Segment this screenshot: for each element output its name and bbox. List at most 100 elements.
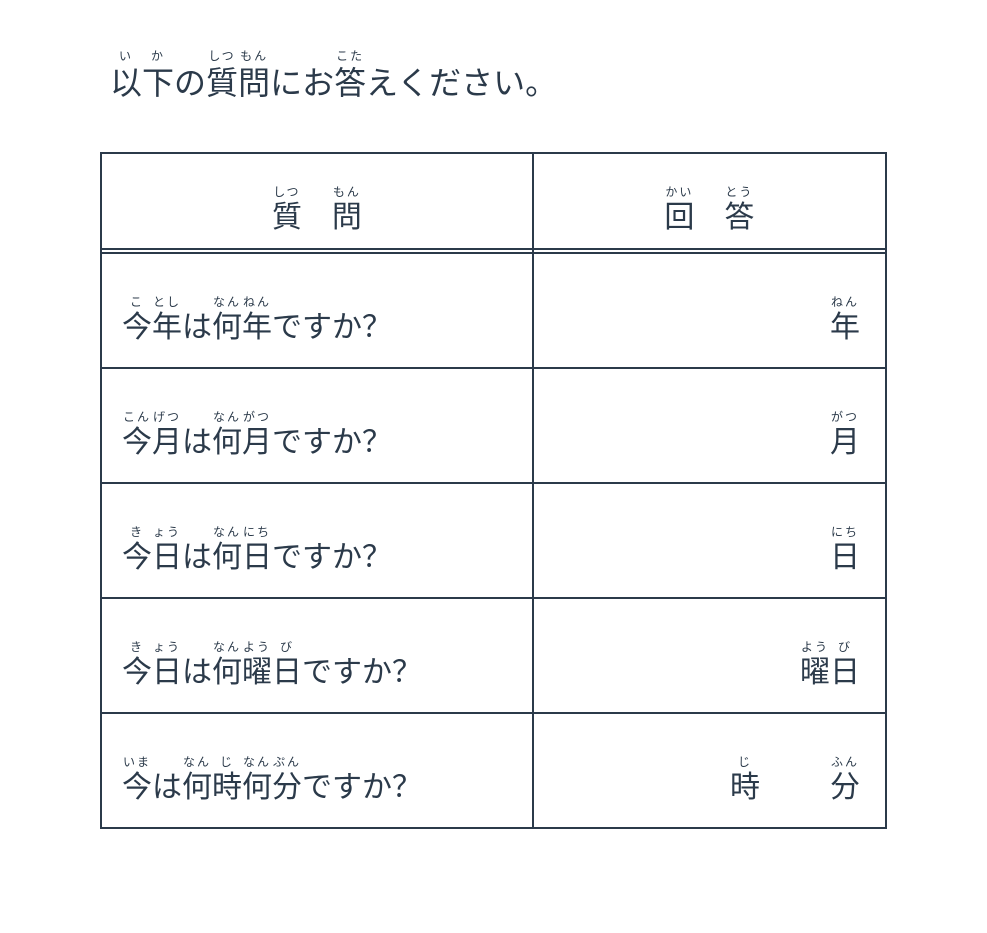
ruby-char: なん何 bbox=[212, 296, 242, 346]
text-plain: ですか？ bbox=[302, 770, 422, 806]
ruby-base: 日 bbox=[272, 655, 302, 691]
ruby-char: がつ月 bbox=[242, 411, 272, 461]
text-plain: ですか？ bbox=[272, 540, 392, 576]
ruby-reading: ふん bbox=[830, 756, 860, 768]
answer-cell[interactable]: よう曜び日 bbox=[533, 598, 886, 713]
ruby-reading: にち bbox=[830, 526, 860, 538]
ruby-reading: き bbox=[122, 526, 152, 538]
ruby-char: ょう日 bbox=[152, 641, 182, 691]
table-row: こ今とし年はなん何ねん年ですか？ねん年 bbox=[101, 253, 886, 368]
question-cell: いま今はなん何じ時なん何ぷん分ですか？ bbox=[101, 713, 533, 828]
ruby-reading: にち bbox=[242, 526, 272, 538]
ruby-base: 以 bbox=[110, 64, 142, 102]
ruby-char: かい回 bbox=[664, 186, 694, 236]
ruby-base: 分 bbox=[272, 770, 302, 806]
ruby-base: 質 bbox=[206, 64, 238, 102]
question-cell: き今ょう日はなん何よう曜び日ですか？ bbox=[101, 598, 533, 713]
ruby-base: 時 bbox=[212, 770, 242, 806]
text-plain: ですか？ bbox=[272, 310, 392, 346]
ruby-char: こた答 bbox=[334, 50, 366, 102]
ruby-base: 答 bbox=[334, 64, 366, 102]
ruby-char: なん何 bbox=[242, 756, 272, 806]
ruby-base: 何 bbox=[212, 655, 242, 691]
ruby-reading: なん bbox=[212, 411, 242, 423]
ruby-reading: なん bbox=[242, 756, 272, 768]
ruby-base: 今 bbox=[122, 425, 152, 461]
ruby-char: とう答 bbox=[724, 186, 754, 236]
ruby-char: ねん年 bbox=[830, 296, 860, 346]
header-answer: かい回とう答 bbox=[533, 153, 886, 253]
ruby-char: い以 bbox=[110, 50, 142, 102]
ruby-base: 曜 bbox=[242, 655, 272, 691]
table-row: いま今はなん何じ時なん何ぷん分ですか？じ時ふん分 bbox=[101, 713, 886, 828]
ruby-char: しつ質 bbox=[272, 186, 302, 236]
ruby-base: 月 bbox=[830, 425, 860, 461]
text-plain: は bbox=[182, 540, 212, 576]
text-plain: ですか？ bbox=[302, 655, 422, 691]
ruby-base: 何 bbox=[182, 770, 212, 806]
ruby-base: 今 bbox=[122, 770, 152, 806]
text-plain: は bbox=[152, 770, 182, 806]
ruby-reading: がつ bbox=[242, 411, 272, 423]
ruby-char: ねん年 bbox=[242, 296, 272, 346]
ruby-char: いま今 bbox=[122, 756, 152, 806]
ruby-char: き今 bbox=[122, 641, 152, 691]
text-plain: の bbox=[174, 64, 206, 102]
ruby-char: しつ質 bbox=[206, 50, 238, 102]
qa-tbody: こ今とし年はなん何ねん年ですか？ねん年こん今げつ月はなん何がつ月ですか？がつ月き… bbox=[101, 253, 886, 828]
ruby-base: 月 bbox=[152, 425, 182, 461]
ruby-char: なん何 bbox=[182, 756, 212, 806]
ruby-base: 今 bbox=[122, 310, 152, 346]
text-plain: えください。 bbox=[366, 64, 557, 102]
ruby-reading: なん bbox=[182, 756, 212, 768]
ruby-reading: げつ bbox=[152, 411, 182, 423]
ruby-char: ぷん分 bbox=[272, 756, 302, 806]
ruby-char: よう曜 bbox=[800, 641, 830, 691]
ruby-base: 年 bbox=[152, 310, 182, 346]
ruby-char: がつ月 bbox=[830, 411, 860, 461]
ruby-char: げつ月 bbox=[152, 411, 182, 461]
ruby-reading: なん bbox=[212, 641, 242, 653]
ruby-char: もん問 bbox=[332, 186, 362, 236]
ruby-char: ょう日 bbox=[152, 526, 182, 576]
question-cell: き今ょう日はなん何にち日ですか？ bbox=[101, 483, 533, 598]
ruby-char: ふん分 bbox=[830, 756, 860, 806]
text-plain: は bbox=[182, 425, 212, 461]
header-label: しつ質もん問 bbox=[272, 186, 362, 236]
ruby-reading: じ bbox=[212, 756, 242, 768]
ruby-reading: ねん bbox=[242, 296, 272, 308]
ruby-reading: ょう bbox=[152, 641, 182, 653]
ruby-base: 年 bbox=[830, 310, 860, 346]
ruby-char: なん何 bbox=[212, 526, 242, 576]
ruby-base: 下 bbox=[142, 64, 174, 102]
ruby-char: こん今 bbox=[122, 411, 152, 461]
question-cell: こん今げつ月はなん何がつ月ですか？ bbox=[101, 368, 533, 483]
answer-cell[interactable]: がつ月 bbox=[533, 368, 886, 483]
ruby-base: 何 bbox=[212, 540, 242, 576]
ruby-reading: こた bbox=[334, 50, 366, 62]
ruby-char: なん何 bbox=[212, 411, 242, 461]
ruby-char: にち日 bbox=[830, 526, 860, 576]
text-plain: は bbox=[182, 310, 212, 346]
ruby-reading: がつ bbox=[830, 411, 860, 423]
answer-cell[interactable]: じ時ふん分 bbox=[533, 713, 886, 828]
ruby-reading: なん bbox=[212, 526, 242, 538]
ruby-base: 今 bbox=[122, 655, 152, 691]
ruby-reading: ねん bbox=[830, 296, 860, 308]
ruby-base: 時 bbox=[730, 770, 760, 806]
ruby-base: 今 bbox=[122, 540, 152, 576]
ruby-char: よう曜 bbox=[242, 641, 272, 691]
text-plain: は bbox=[182, 655, 212, 691]
ruby-base: 月 bbox=[242, 425, 272, 461]
ruby-reading: び bbox=[272, 641, 302, 653]
ruby-reading: び bbox=[830, 641, 860, 653]
ruby-reading: とし bbox=[152, 296, 182, 308]
answer-cell[interactable]: にち日 bbox=[533, 483, 886, 598]
ruby-char: もん問 bbox=[238, 50, 270, 102]
answer-cell[interactable]: ねん年 bbox=[533, 253, 886, 368]
ruby-base: 何 bbox=[212, 425, 242, 461]
header-question: しつ質もん問 bbox=[101, 153, 533, 253]
qa-table: しつ質もん問 かい回とう答 こ今とし年はなん何ねん年ですか？ねん年こん今げつ月は… bbox=[100, 152, 887, 829]
ruby-base: 何 bbox=[242, 770, 272, 806]
ruby-char: び日 bbox=[272, 641, 302, 691]
